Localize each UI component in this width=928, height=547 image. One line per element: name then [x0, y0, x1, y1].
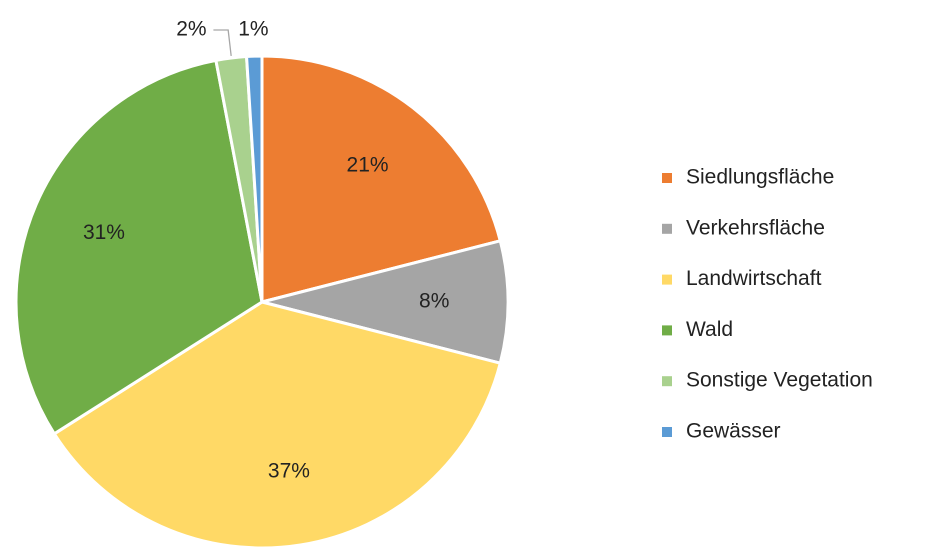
pie-slice	[244, 54, 264, 303]
pie-slice	[260, 54, 503, 304]
legend-label: Siedlungsfläche	[686, 166, 834, 189]
legend-swatch	[662, 274, 672, 285]
pie-slice	[261, 238, 510, 366]
data-label: 37%	[268, 460, 310, 483]
legend-swatch	[662, 376, 672, 387]
pie-slice	[14, 58, 264, 436]
data-label: 2%	[176, 18, 206, 41]
legend-label: Sonstige Vegetation	[686, 369, 873, 392]
legend-label: Landwirtschaft	[686, 267, 822, 290]
legend-swatch	[662, 427, 672, 437]
data-label: 21%	[347, 153, 389, 176]
data-label: 31%	[83, 221, 125, 244]
legend-swatch	[662, 223, 672, 234]
legend-swatch	[662, 325, 672, 336]
data-label: 8%	[419, 290, 449, 313]
leader-line	[213, 29, 232, 57]
legend-label: Wald	[686, 318, 733, 341]
legend-label: Gewässer	[686, 420, 781, 443]
legend-swatch	[662, 173, 672, 183]
legend-label: Verkehrsfläche	[686, 216, 825, 239]
data-label: 1%	[238, 18, 268, 41]
